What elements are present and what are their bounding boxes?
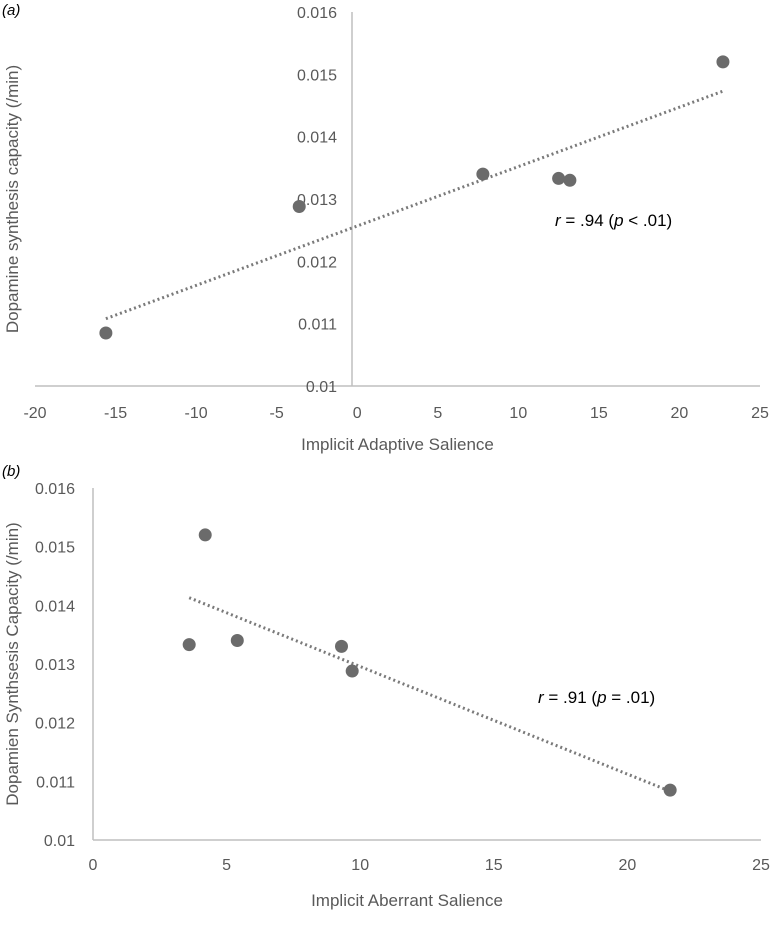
y-tick-label: 0.01 <box>44 833 75 850</box>
data-point <box>552 171 566 185</box>
data-point <box>563 173 577 187</box>
y-tick-label: 0.011 <box>298 317 337 334</box>
x-tick-label: 25 <box>751 405 769 422</box>
data-point <box>476 167 490 181</box>
x-tick-label: 0 <box>89 857 98 874</box>
correlation-annotation: r = .94 (p < .01) <box>555 211 672 230</box>
correlation-annotation: r = .91 (p = .01) <box>538 688 655 707</box>
y-tick-label: 0.016 <box>297 5 337 22</box>
data-point <box>292 199 306 213</box>
data-point <box>716 55 730 69</box>
x-tick-label: 10 <box>351 857 369 874</box>
x-tick-label: 0 <box>353 405 362 422</box>
annotation-symbol: p <box>596 688 606 707</box>
x-tick-label: 10 <box>509 405 527 422</box>
y-tick-label: 0.015 <box>35 540 75 557</box>
y-tick-label: 0.013 <box>297 192 337 209</box>
trendline <box>188 596 671 793</box>
y-tick-label: 0.012 <box>297 254 337 271</box>
y-tick-label: 0.014 <box>297 130 337 147</box>
annotation-symbol: r <box>555 211 562 230</box>
y-axis-title: Dopamien Synthsesis Capacity (/min) <box>3 522 22 805</box>
annotation-symbol: p <box>613 211 623 230</box>
y-tick-label: 0.016 <box>35 481 75 498</box>
x-tick-label: 25 <box>752 857 770 874</box>
y-tick-label: 0.015 <box>297 67 337 84</box>
annotation-text: = .94 ( <box>561 211 615 230</box>
x-axis-title: Implicit Aberrant Salience <box>311 891 503 910</box>
x-tick-label: 20 <box>671 405 689 422</box>
chart-panel-a: -20 -15 -10 -5 0 5 10 15 20 25 0.01 0.011 0.012 0.013… <box>2 2 769 454</box>
chart-panel-b: 0 5 10 15 20 25 0.01 0.011 0.012 0.013 0.014 0.015 0… <box>2 463 770 910</box>
data-point <box>334 639 348 653</box>
y-tick-label: 0.011 <box>36 774 75 791</box>
x-tick-label: -10 <box>185 405 208 422</box>
annotation-text: < .01) <box>624 211 673 230</box>
x-tick-label: -15 <box>104 405 127 422</box>
y-axis-title: Dopamine synthesis capacity (/min) <box>3 65 22 333</box>
x-tick-label: 5 <box>433 405 442 422</box>
x-axis-title: Implicit Adaptive Salience <box>301 435 494 454</box>
annotation-text: = .91 ( <box>544 688 598 707</box>
data-point <box>99 326 113 340</box>
y-tick-label: 0.013 <box>35 657 75 674</box>
y-tick-label: 0.014 <box>35 598 75 615</box>
trendline <box>105 89 724 321</box>
panel-label: (a) <box>2 2 20 19</box>
annotation-symbol: r <box>538 688 545 707</box>
x-tick-label: -5 <box>270 405 284 422</box>
data-point <box>230 634 244 648</box>
x-tick-label: -20 <box>23 405 46 422</box>
x-tick-label: 5 <box>222 857 231 874</box>
data-point <box>663 783 677 797</box>
x-tick-label: 20 <box>619 857 637 874</box>
annotation-text: = .01) <box>607 688 656 707</box>
y-tick-label: 0.012 <box>35 716 75 733</box>
data-point <box>198 528 212 542</box>
panel-label: (b) <box>2 463 20 480</box>
x-tick-label: 15 <box>590 405 608 422</box>
y-tick-label: 0.01 <box>306 379 337 396</box>
x-tick-label: 15 <box>485 857 503 874</box>
data-point <box>345 664 359 678</box>
data-point <box>182 638 196 652</box>
